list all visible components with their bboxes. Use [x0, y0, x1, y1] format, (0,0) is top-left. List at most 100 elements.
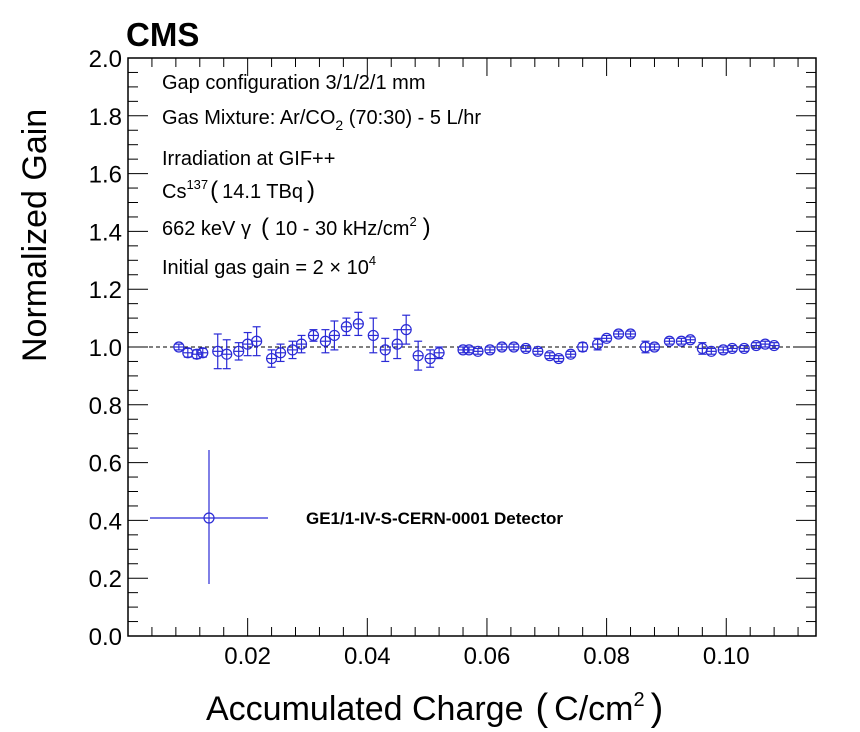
marker-circle: [484, 344, 496, 356]
x-tick-label: 0.04: [344, 643, 391, 670]
marker-circle: [328, 329, 340, 342]
data-point: [601, 332, 613, 344]
marker-circle: [768, 339, 780, 352]
x-axis-unit-open-paren: (: [536, 687, 549, 729]
marker-circle: [265, 352, 278, 365]
data-point: [520, 342, 532, 355]
marker-circle: [705, 345, 717, 357]
data-point: [251, 326, 263, 357]
marker-circle: [759, 338, 771, 350]
marker-circle: [274, 347, 287, 359]
data-points: [173, 311, 780, 371]
marker-circle: [565, 348, 577, 360]
data-point: [750, 339, 762, 352]
data-point: [307, 329, 320, 342]
gas-mixture-subscript: 2: [335, 117, 343, 133]
annotation-source: Cs137(14.1 TBq): [162, 177, 315, 204]
source-activity: 14.1 TBq: [222, 181, 303, 203]
marker-circle: [173, 341, 185, 353]
legend-marker-circle: [203, 512, 215, 524]
data-point: [391, 329, 403, 360]
y-tick-label: 0.4: [89, 508, 122, 535]
marker-circle: [400, 324, 412, 336]
gas-mixture-rest: (70:30) - 5 L/hr: [343, 107, 481, 129]
data-point: [496, 341, 508, 353]
gamma-rate: 10 - 30 kHz/cm: [275, 218, 409, 240]
source-open-paren: (: [210, 177, 218, 204]
y-axis-title: Normalized Gain: [16, 109, 54, 362]
data-point: [319, 329, 332, 354]
annotation-initial-gain: Initial gas gain = 2 × 104: [162, 253, 376, 279]
x-axis-tick-labels: 0.02 0.04 0.06 0.08 0.10: [224, 643, 749, 670]
data-point: [565, 348, 577, 360]
y-tick-label: 1.2: [89, 277, 122, 304]
y-tick-label: 0.6: [89, 451, 122, 478]
marker-circle: [433, 347, 445, 359]
data-point: [577, 341, 589, 353]
marker-circle: [367, 329, 379, 342]
data-point: [532, 345, 544, 357]
data-point: [759, 338, 771, 350]
annotation-gamma: 662 keV γ (10 - 30 kHz/cm2): [162, 214, 431, 241]
x-tick-label: 0.02: [224, 643, 271, 670]
marker-circle: [352, 318, 364, 330]
data-point: [612, 328, 625, 340]
y-tick-label: 1.6: [89, 162, 122, 189]
marker-circle: [717, 344, 729, 356]
y-axis-tick-labels: 0.0 0.2 0.4 0.6 0.8 1.0 1.2 1.4 1.6 1.8 2.0: [89, 46, 122, 651]
x-axis-ticks: [151, 58, 799, 636]
initial-gain-text: Initial gas gain = 2 × 10: [162, 257, 369, 279]
data-point: [286, 340, 299, 360]
marker-circle: [648, 341, 661, 353]
source-element: Cs: [162, 181, 186, 203]
data-point: [648, 341, 661, 353]
marker-circle: [251, 335, 263, 347]
data-point: [233, 342, 245, 361]
data-point: [624, 328, 637, 340]
data-point: [553, 352, 565, 365]
experiment-label: CMS: [126, 16, 199, 53]
marker-circle: [191, 348, 203, 360]
data-point: [663, 335, 676, 347]
x-axis-unit: C/cm: [554, 690, 633, 728]
y-tick-label: 0.0: [89, 624, 122, 651]
x-tick-label: 0.10: [703, 643, 750, 670]
marker-circle: [592, 338, 604, 350]
marker-circle: [663, 335, 676, 347]
marker-circle: [295, 338, 308, 350]
data-point: [212, 333, 224, 370]
data-point: [197, 347, 209, 359]
data-point: [352, 311, 364, 337]
marker-circle: [675, 335, 687, 347]
marker-circle: [577, 341, 589, 353]
marker-circle: [412, 350, 424, 362]
marker-circle: [612, 328, 625, 340]
legend-label: GE1/1-IV-S-CERN-0001 Detector: [306, 509, 563, 528]
data-point: [367, 317, 379, 354]
data-point: [182, 347, 194, 359]
data-point: [726, 342, 738, 355]
marker-circle: [182, 347, 194, 359]
marker-circle: [684, 334, 696, 346]
data-point: [463, 344, 475, 356]
data-point: [472, 345, 484, 357]
data-point: [274, 343, 287, 363]
legend: GE1/1-IV-S-CERN-0001 Detector: [150, 450, 563, 584]
initial-gain-superscript: 4: [369, 253, 376, 268]
marker-circle: [750, 339, 762, 352]
marker-circle: [221, 348, 233, 360]
data-point: [221, 339, 233, 370]
data-point: [295, 334, 308, 354]
data-point: [412, 340, 424, 371]
marker-circle: [233, 345, 245, 357]
x-axis-unit-superscript: 2: [634, 689, 645, 711]
y-tick-label: 1.0: [89, 335, 122, 362]
data-point: [191, 348, 203, 360]
data-point: [340, 317, 352, 337]
annotation-gap-config: Gap configuration 3/1/2/1 mm: [162, 72, 425, 94]
marker-circle: [738, 342, 750, 355]
data-point: [265, 349, 278, 368]
data-point: [738, 342, 750, 355]
marker-circle: [286, 344, 299, 356]
marker-circle: [472, 345, 484, 357]
